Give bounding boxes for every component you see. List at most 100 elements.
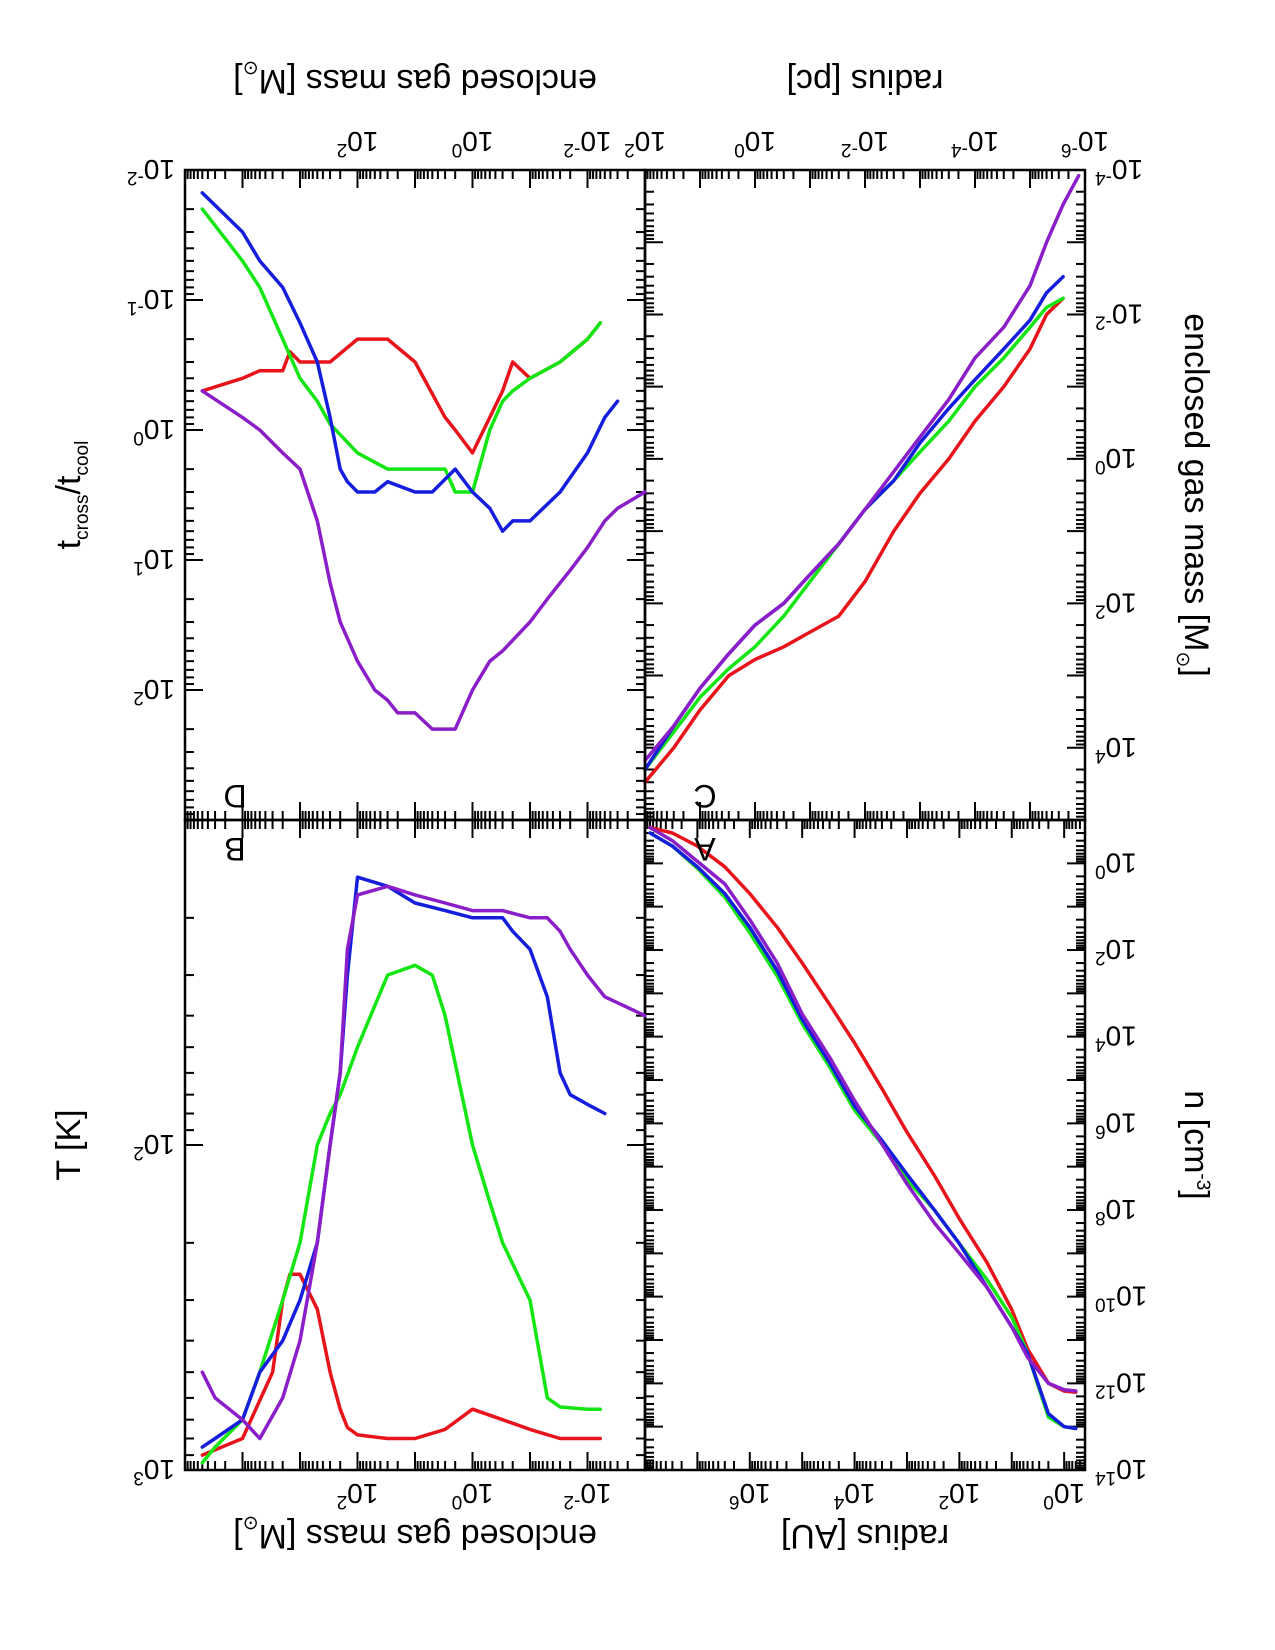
panel-d-ylabel: tcross/tcool (50, 441, 93, 550)
panel-d-label: D (223, 778, 246, 814)
panel-a-xtick-label: 106 (729, 1478, 771, 1512)
panel-a-ytick-label: 1012 (1095, 1367, 1147, 1401)
panel-a-xtick-label: 102 (938, 1478, 980, 1512)
panel-c-xtick-label: 102 (624, 126, 666, 160)
panel-d-xtick-base: 10 (347, 126, 378, 157)
panel-d-xtick-label: 10-2 (563, 126, 611, 160)
panel-d-ytick-base: 10 (144, 154, 175, 185)
panel-b-series-blue (200, 875, 607, 1449)
panel-d-ytick-label: 10-1 (127, 284, 175, 318)
panel-c-ytick-label: 10-4 (1095, 154, 1143, 188)
panel-a-ytick-exp: 14 (1095, 1467, 1117, 1488)
panel-c-xtick-label: 10-2 (841, 126, 889, 160)
panel-c-ytick-base: 10 (1112, 298, 1143, 329)
panel-c-xtick-base: 10 (858, 126, 889, 157)
panel-a-ytick-label: 100 (1095, 847, 1137, 881)
panel-c-xtick-base: 10 (745, 126, 776, 157)
panel-d-series-purple (200, 389, 647, 731)
panel-a-xtick-exp: 0 (1043, 1491, 1054, 1512)
panel-a-ytick-base: 10 (1106, 847, 1137, 878)
panel-d-ytick-label: 100 (133, 414, 175, 448)
panel-a-ytick-base: 10 (1116, 1281, 1147, 1312)
panel-d-ytick-base: 10 (144, 674, 175, 705)
panel-d-xtick-exp: 0 (452, 139, 463, 160)
panel-b-label: B (224, 831, 245, 867)
panel-b-lines (200, 875, 647, 1465)
panel-a-ytick-base: 10 (1106, 1021, 1137, 1052)
panel-a-ytick-exp: 2 (1095, 947, 1106, 968)
panel-c-ytick-base: 10 (1106, 443, 1137, 474)
panel-a-ytick-exp: 8 (1095, 1207, 1106, 1228)
panel-b-ytick-label: 102 (133, 1129, 175, 1163)
panel-d-series-blue (200, 191, 620, 533)
panel-b-ytick-base: 10 (144, 1129, 175, 1160)
panel-b-xtick-base: 10 (347, 1478, 378, 1509)
panel-a-ytick-label: 108 (1095, 1194, 1137, 1228)
panel-c-label: C (693, 778, 716, 814)
panel-c-ytick-base: 10 (1106, 587, 1137, 618)
panel-a-ytick-base: 10 (1116, 1367, 1147, 1398)
panel-c-ytick-exp: -2 (1095, 311, 1112, 332)
panel-d-ytick-exp: 2 (133, 687, 144, 708)
panel-a-series-red (648, 825, 1078, 1394)
figure-root: 100102104106100102104106108101010121014 … (50, 57, 1215, 1555)
panel-a-xtick-base: 10 (844, 1478, 875, 1509)
panel-b-xtick-label: 100 (452, 1478, 494, 1512)
panel-a-ytick-base: 10 (1116, 1454, 1147, 1485)
panel-d-xtick-exp: 2 (337, 139, 348, 160)
panel-d-series-red (200, 321, 603, 455)
panel-b-series-green (200, 963, 603, 1465)
panel-d-xtick-base: 10 (462, 126, 493, 157)
panel-d-series-green (200, 207, 603, 494)
panel-c-xlabel: radius [pc] (787, 62, 944, 100)
panel-c-xtick-base: 10 (968, 126, 999, 157)
panel-b-series-purple (200, 884, 647, 1441)
panel-a-xtick-base: 10 (949, 1478, 980, 1509)
panel-d-ytick-base: 10 (144, 414, 175, 445)
panel-c-xtick-label: 10-4 (951, 126, 999, 160)
panel-d-ytick-label: 102 (133, 674, 175, 708)
panel-a-xlabel: radius [AU] (781, 1517, 949, 1555)
panel-c-ylabel: enclosed gas mass [M⊙] (1172, 313, 1215, 677)
panel-a-xtick-exp: 6 (729, 1491, 740, 1512)
panel-d-ytick-label: 10-2 (127, 154, 175, 188)
panel-a-xtick-exp: 4 (833, 1491, 844, 1512)
panel-c-xtick-exp: -4 (951, 139, 968, 160)
panel-a-ytick-exp: 10 (1095, 1294, 1116, 1315)
panel-b-ytick-label: 103 (133, 1454, 175, 1488)
panel-b-xtick-exp: 0 (452, 1491, 463, 1512)
panel-c-lines (643, 173, 1081, 784)
panel-a-xtick-base: 10 (1054, 1478, 1085, 1509)
panel-b-xtick-label: 10-2 (563, 1478, 611, 1512)
panel-d-xlabel: enclosed gas mass [M⊙] (233, 57, 597, 100)
panel-a-xtick-label: 100 (1043, 1478, 1085, 1512)
panel-b-ylabel: T [K] (50, 1109, 88, 1180)
panel-d-ytick-exp: 1 (133, 557, 144, 578)
panel-c-ytick-exp: -4 (1095, 167, 1112, 188)
panel-d-xtick-exp: -2 (563, 139, 580, 160)
panel-b-xlabel: enclosed gas mass [M⊙] (233, 1512, 597, 1555)
panel-b-xtick-exp: 2 (337, 1491, 348, 1512)
panel-a-ytick-base: 10 (1106, 1107, 1137, 1138)
panel-a-ylabel: n [cm-3] (1177, 1090, 1215, 1199)
panel-c-ytick-label: 10-2 (1095, 298, 1143, 332)
panel-a-ytick-exp: 0 (1095, 860, 1106, 881)
panel-c-xtick-exp: 0 (734, 139, 745, 160)
panel-c-frame (643, 168, 1087, 822)
panel-d-ytick-exp: -1 (127, 297, 144, 318)
panel-a-xtick-base: 10 (739, 1478, 770, 1509)
panel-a-ytick-label: 104 (1095, 1021, 1137, 1055)
panel-b-frame (183, 818, 647, 1472)
panel-c-xtick-label: 10-6 (1061, 126, 1109, 160)
panel-a-ytick-exp: 4 (1095, 1034, 1106, 1055)
panel-d-ytick-exp: 0 (133, 427, 144, 448)
panel-a-ytick-exp: 6 (1095, 1120, 1106, 1141)
panel-b-ytick-exp: 2 (133, 1142, 144, 1163)
panel-d-ytick-base: 10 (144, 544, 175, 575)
